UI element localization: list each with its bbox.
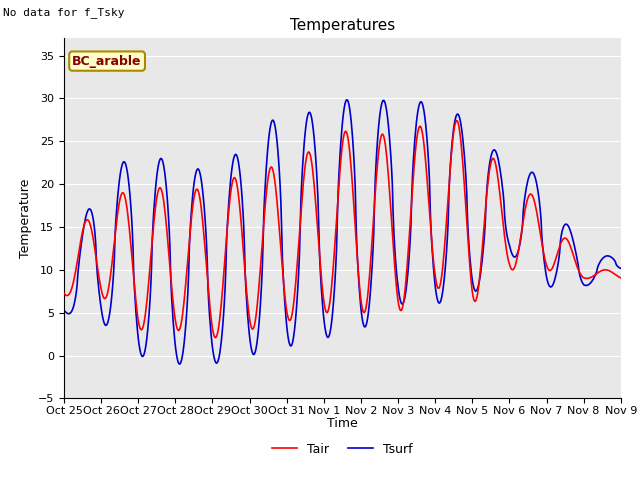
Y-axis label: Temperature: Temperature [19,179,33,258]
Tair [214,327,222,333]
Tsurf [428,242,436,248]
Line: Tair: Tair [64,120,621,337]
Tair [70,276,78,282]
Text: No data for f_Tsky: No data for f_Tsky [3,7,125,18]
Tair [212,335,220,340]
Tsurf [343,97,351,103]
Tsurf [214,358,222,364]
Legend: Tair, Tsurf: Tair, Tsurf [268,438,417,460]
Title: Temperatures: Temperatures [290,18,395,33]
Tair [411,155,419,160]
Tsurf [70,301,78,307]
Line: Tsurf: Tsurf [64,100,621,364]
Tsurf [60,308,68,313]
X-axis label: Time: Time [327,418,358,431]
Tsurf [617,265,625,271]
Tair [60,290,68,296]
Tsurf [412,128,419,133]
Tair [184,255,192,261]
Tair [452,118,460,123]
Tair [617,275,625,281]
Tsurf [175,361,183,367]
Tsurf [127,211,135,217]
Tair [127,248,135,253]
Tair [428,231,435,237]
Text: BC_arable: BC_arable [72,55,142,68]
Tsurf [185,269,193,275]
